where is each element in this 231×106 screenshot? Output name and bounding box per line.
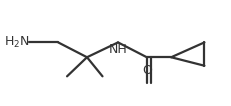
Text: O: O [142,64,152,77]
Text: H$_2$N: H$_2$N [4,35,29,50]
Text: NH: NH [109,43,127,56]
